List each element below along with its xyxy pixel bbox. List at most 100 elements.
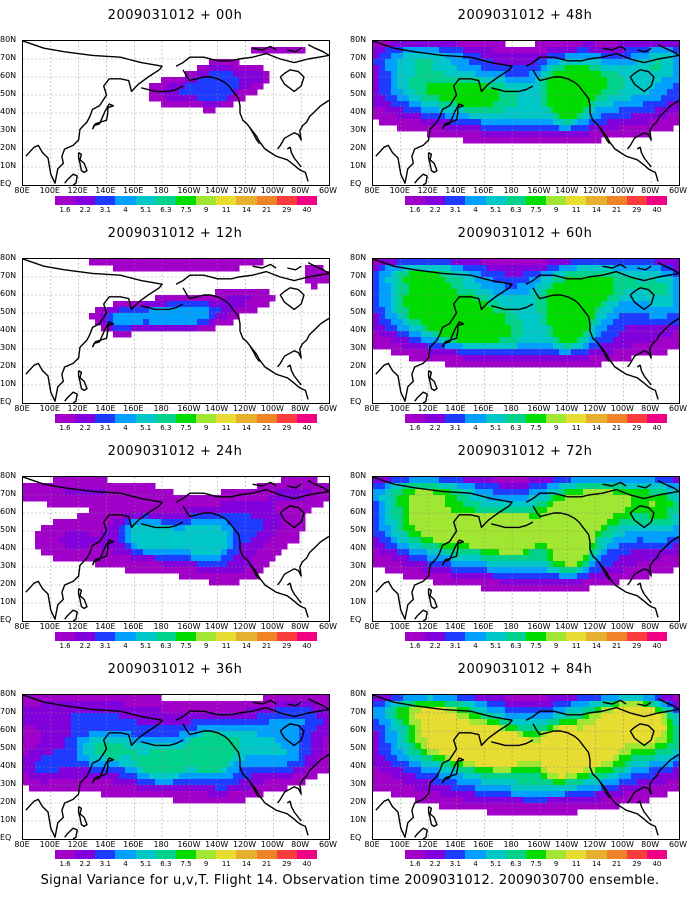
heatmap-cell [505, 525, 512, 532]
heatmap-cell [391, 483, 398, 490]
heatmap-cell [613, 89, 620, 96]
heatmap-cell [77, 477, 84, 484]
heatmap-cell [173, 737, 180, 744]
heatmap-cell [487, 337, 494, 344]
heatmap-cell [167, 567, 174, 574]
heatmap-cell [215, 507, 222, 514]
heatmap-cell [637, 107, 644, 114]
heatmap-cell [469, 501, 476, 508]
heatmap-cell [661, 525, 668, 532]
heatmap-cell [661, 537, 668, 544]
heatmap-cell [143, 555, 150, 562]
heatmap-cell [523, 289, 530, 296]
heatmap-cell [415, 107, 422, 114]
colorbar-swatch [236, 632, 257, 641]
lon-tick-label: 120W [582, 404, 607, 413]
heatmap-cell [305, 761, 312, 768]
heatmap-cell [559, 573, 566, 580]
heatmap-cell [233, 83, 240, 90]
heatmap-cell [197, 519, 204, 526]
heatmap-cell [281, 519, 288, 526]
heatmap-cell [535, 537, 542, 544]
heatmap-cell [227, 531, 234, 538]
heatmap-cell [257, 737, 264, 744]
heatmap-cell [113, 767, 120, 774]
heatmap-cell [439, 507, 446, 514]
heatmap-cell [433, 53, 440, 60]
coastline [77, 806, 88, 828]
heatmap-cell [505, 89, 512, 96]
heatmap-cell [149, 319, 156, 326]
heatmap-cell [101, 307, 108, 314]
heatmap-cell [571, 331, 578, 338]
heatmap-cell [137, 749, 144, 756]
heatmap-cell [23, 489, 30, 496]
heatmap-cell [661, 77, 668, 84]
heatmap-cell [547, 579, 554, 586]
heatmap-cell [209, 501, 216, 508]
heatmap-cell [233, 265, 240, 272]
heatmap-cell [661, 519, 668, 526]
heatmap-cell [385, 47, 392, 54]
heatmap-cell [293, 743, 300, 750]
heatmap-cell [493, 313, 500, 320]
heatmap-cell [299, 749, 306, 756]
heatmap-cell [529, 283, 536, 290]
heatmap-cell [535, 65, 542, 72]
heatmap-cell [119, 755, 126, 762]
heatmap-cell [547, 361, 554, 368]
heatmap-cell [541, 77, 548, 84]
colorbar-swatch [216, 196, 237, 205]
heatmap-cell [269, 701, 276, 708]
heatmap-cell [559, 271, 566, 278]
heatmap-cell [595, 549, 602, 556]
heatmap-cell [613, 555, 620, 562]
colorbar-swatch [216, 632, 237, 641]
heatmap-cell [215, 773, 222, 780]
heatmap-cell [655, 283, 662, 290]
heatmap-cell [487, 95, 494, 102]
heatmap-cell [583, 507, 590, 514]
heatmap-cell [95, 779, 102, 786]
heatmap-cell [517, 71, 524, 78]
heatmap-cell [113, 695, 120, 702]
heatmap-cell [215, 719, 222, 726]
grid-lines [23, 259, 329, 403]
heatmap-cell [445, 561, 452, 568]
heatmap-cell [601, 41, 608, 48]
heatmap-cell [439, 131, 446, 138]
heatmap-cell [209, 325, 216, 332]
heatmap-cell [373, 47, 380, 54]
heatmap-cell [221, 319, 228, 326]
heatmap-cell [137, 785, 144, 792]
heatmap-cell [421, 495, 428, 502]
heatmap-cell [149, 785, 156, 792]
heatmap-cell [427, 301, 434, 308]
heatmap-cell [469, 567, 476, 574]
heatmap-cell [469, 543, 476, 550]
heatmap-cell [373, 41, 380, 48]
heatmap-cell [191, 537, 198, 544]
lon-tick-label: 160W [527, 186, 551, 195]
heatmap-cell [167, 537, 174, 544]
colorbar-label: 29 [632, 424, 642, 432]
heatmap-cell [673, 283, 679, 290]
heatmap-cell [263, 707, 270, 714]
heatmap-cell [227, 767, 234, 774]
heatmap-cell [493, 125, 500, 132]
lon-tick-label: 100E [39, 186, 60, 195]
heatmap-cell [83, 785, 90, 792]
heatmap-cell [119, 737, 126, 744]
heatmap-cell [409, 489, 416, 496]
heatmap-cell [397, 71, 404, 78]
heatmap-cell [643, 477, 650, 484]
heatmap-cell [257, 519, 264, 526]
heatmap-cell [155, 83, 162, 90]
heatmap-cell [227, 555, 234, 562]
heatmap-cell [451, 495, 458, 502]
heatmap-cell [481, 343, 488, 350]
heatmap-cell [631, 573, 638, 580]
heatmap-cell [577, 83, 584, 90]
heatmap-cell [625, 89, 632, 96]
heatmap-cell [161, 89, 168, 96]
